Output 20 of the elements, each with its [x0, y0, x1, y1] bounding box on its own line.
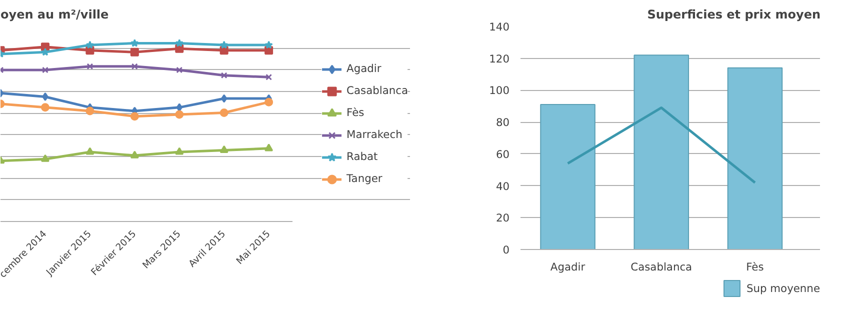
- x-tick-label: Fès: [746, 260, 764, 274]
- chart-title: Superficies et prix moyen: [647, 8, 821, 22]
- y-tick-label: 60: [496, 148, 510, 161]
- x-tick-label: Casablanca: [630, 260, 692, 274]
- legend-label: Rabat: [346, 150, 378, 163]
- chart-title: oyen au m²/ville: [0, 8, 109, 22]
- legend-label: Fès: [346, 106, 366, 119]
- y-tick-label: 40: [496, 180, 510, 193]
- legend-label: Marrakech: [346, 128, 402, 141]
- legend-label: Casablanca: [346, 84, 408, 97]
- legend-label: Tanger: [346, 172, 382, 185]
- legend-label: Agadir: [346, 62, 382, 75]
- y-tick-label: 0: [502, 244, 510, 256]
- legend-label: Sup moyenne: [746, 282, 820, 294]
- y-tick-label: 100: [489, 84, 510, 98]
- y-tick-label: 80: [496, 116, 510, 130]
- x-tick-label: Agadir: [550, 260, 586, 274]
- y-tick-label: 20: [496, 212, 510, 225]
- y-tick-label: 140: [489, 20, 510, 34]
- y-tick-label: 120: [489, 52, 510, 66]
